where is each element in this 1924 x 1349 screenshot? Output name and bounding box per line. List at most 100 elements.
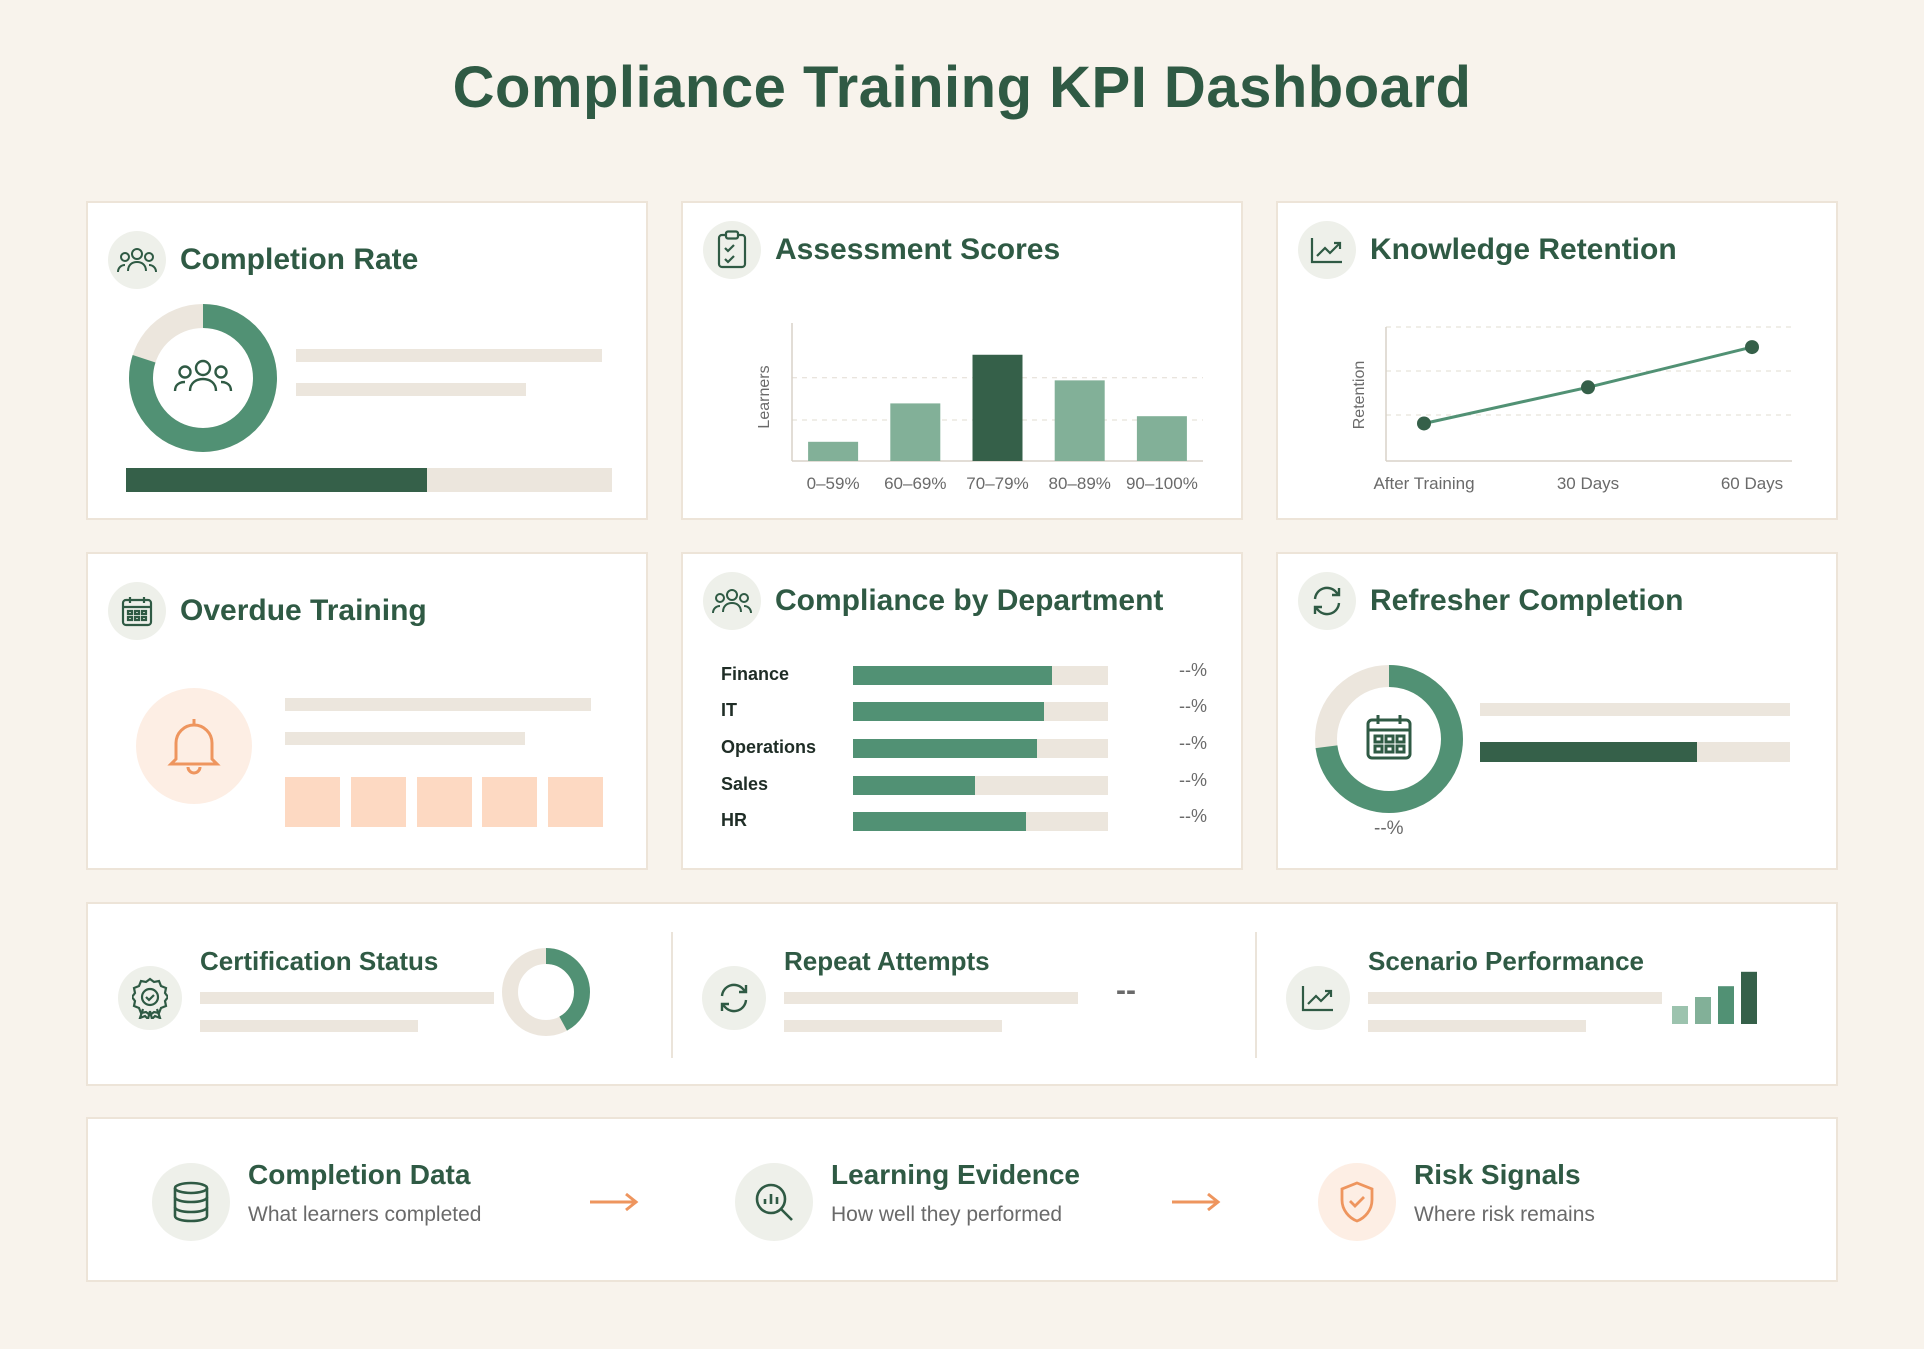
bar <box>890 403 941 461</box>
certification-donut <box>502 948 590 1036</box>
completion-rate-donut-arc <box>129 304 277 452</box>
calendar-icon <box>108 582 166 640</box>
data-point <box>1745 340 1759 355</box>
x-tick-label: After Training <box>1373 474 1474 493</box>
kpi-strip-card: Certification Status Repeat Attempts -- … <box>86 902 1838 1086</box>
placeholder-line <box>1480 703 1790 716</box>
refresher-donut-arc <box>1315 665 1463 813</box>
users-icon <box>108 231 166 289</box>
refresh-icon <box>1298 572 1356 630</box>
trend-up-icon <box>1286 966 1350 1030</box>
clipboard-check-icon <box>703 221 761 279</box>
department-bar-track <box>853 739 1108 758</box>
compliance-by-department-title: Compliance by Department <box>775 584 1164 617</box>
department-bar <box>853 739 1037 758</box>
mini-bar <box>1741 971 1757 1024</box>
repeat-attempts-title: Repeat Attempts <box>784 946 990 976</box>
overdue-block <box>351 777 406 827</box>
certification-status-title: Certification Status <box>200 946 439 976</box>
x-tick-label: 70–79% <box>966 474 1028 493</box>
mini-bar <box>1672 1006 1688 1024</box>
placeholder-line <box>784 1020 1002 1032</box>
bar <box>1136 416 1187 461</box>
refresher-progress-fill <box>1480 742 1697 762</box>
mini-bar <box>1718 986 1734 1024</box>
y-axis-label: Learners <box>756 365 773 428</box>
department-value-label: --% <box>1179 806 1207 826</box>
bar <box>1054 380 1105 461</box>
department-bar <box>853 776 976 795</box>
completion-rate-card: Completion Rate <box>86 201 648 520</box>
flow-step-subtitle: Where risk remains <box>1414 1203 1595 1226</box>
bar <box>808 441 859 461</box>
search-chart-icon <box>735 1163 813 1241</box>
overdue-block <box>285 777 340 827</box>
department-value-label: --% <box>1179 696 1207 716</box>
page-title: Compliance Training KPI Dashboard <box>452 55 1472 120</box>
overdue-block <box>548 777 603 827</box>
flow-step-subtitle: How well they performed <box>831 1203 1063 1226</box>
data-point <box>1417 416 1431 431</box>
calendar-icon <box>1366 715 1412 760</box>
database-icon <box>152 1163 230 1241</box>
overdue-training-title: Overdue Training <box>180 594 427 627</box>
completion-progress-track <box>126 468 612 492</box>
department-value-label: --% <box>1179 733 1207 753</box>
department-bar <box>853 666 1052 685</box>
refresher-completion-title: Refresher Completion <box>1370 584 1684 617</box>
assessment-scores-chart: 0–59% 60–69% 70–79% 80–89% 90–100% Learners <box>756 323 1203 493</box>
completion-rate-donut <box>129 304 277 452</box>
department-bar-track <box>853 702 1108 721</box>
x-tick-label: 80–89% <box>1049 474 1111 493</box>
department-label: Sales <box>721 774 769 794</box>
refresher-completion-value: --% <box>1374 818 1404 839</box>
placeholder-line <box>784 992 1078 1004</box>
department-label: Finance <box>721 664 790 684</box>
users-icon <box>173 359 233 392</box>
bar <box>972 354 1023 461</box>
bell-icon <box>136 688 252 804</box>
repeat-attempts-value: -- <box>1116 974 1136 1007</box>
flow-step-subtitle: What learners completed <box>248 1203 482 1226</box>
refresher-completion-card: Refresher Completion --% <box>1276 552 1838 870</box>
scenario-performance-title: Scenario Performance <box>1368 946 1645 976</box>
divider <box>671 932 673 1058</box>
knowledge-retention-card: Knowledge Retention After Training 30 Day… <box>1276 201 1838 520</box>
placeholder-line <box>285 698 591 711</box>
x-tick-label: 0–59% <box>807 474 860 493</box>
x-tick-label: 60 Days <box>1721 474 1783 493</box>
scenario-performance-bars <box>1672 971 1757 1024</box>
department-label: Operations <box>721 737 817 757</box>
arrow-right-icon <box>590 1192 639 1212</box>
trend-up-icon <box>1298 221 1356 279</box>
overdue-block <box>417 777 472 827</box>
divider <box>1255 932 1257 1058</box>
department-bar <box>853 702 1045 721</box>
department-label: HR <box>721 810 747 830</box>
mini-bar <box>1695 997 1711 1024</box>
certification-donut-arc <box>502 948 590 1036</box>
shield-check-icon <box>1318 1163 1396 1241</box>
completion-progress-fill <box>126 468 428 492</box>
department-value-label: --% <box>1179 770 1207 790</box>
knowledge-retention-title: Knowledge Retention <box>1370 233 1677 266</box>
department-label: IT <box>721 700 737 720</box>
placeholder-line <box>285 732 525 745</box>
x-tick-label: 90–100% <box>1126 474 1198 493</box>
users-icon <box>703 572 761 630</box>
refresh-icon <box>702 966 766 1030</box>
overdue-block <box>482 777 537 827</box>
overdue-training-card: Overdue Training <box>86 552 648 870</box>
department-bar <box>853 812 1027 831</box>
flow-step-title: Risk Signals <box>1414 1159 1581 1190</box>
department-bar-track <box>853 776 1108 795</box>
flow-step-title: Learning Evidence <box>831 1159 1080 1190</box>
department-bar-track <box>853 666 1108 685</box>
assessment-scores-card: Assessment Scores 0–59% 60–69% 70–79% 80–89… <box>681 201 1243 520</box>
department-bar-track <box>853 812 1108 831</box>
placeholder-line <box>200 1020 418 1032</box>
refresher-progress-track <box>1480 742 1790 762</box>
x-tick-label: 30 Days <box>1557 474 1619 493</box>
assessment-scores-title: Assessment Scores <box>775 233 1061 266</box>
placeholder-line <box>296 383 526 396</box>
